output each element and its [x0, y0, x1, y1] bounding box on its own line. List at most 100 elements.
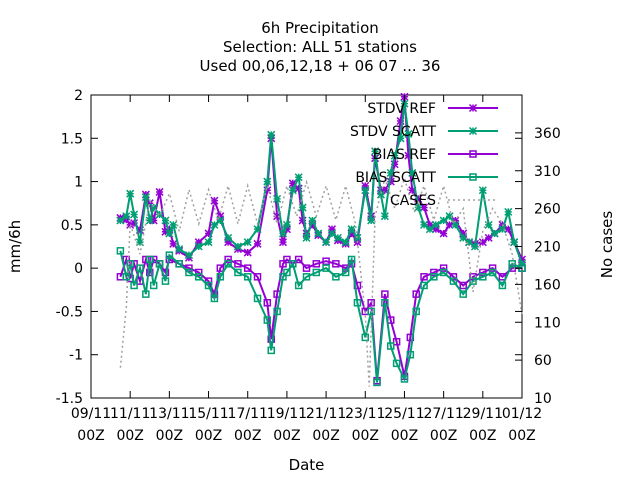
- point-stdv-scatt: [431, 220, 440, 229]
- point-bias-scatt: [430, 273, 438, 281]
- point-bias-ref: [459, 281, 467, 290]
- series-bias-ref: [116, 255, 526, 385]
- point-stdv-scatt: [161, 216, 170, 225]
- point-stdv-scatt: [278, 229, 288, 238]
- point-stdv-scatt: [243, 238, 252, 247]
- point-stdv-scatt: [130, 210, 139, 219]
- y2tick-label: 160: [534, 277, 561, 293]
- point-stdv-scatt: [216, 216, 225, 225]
- point-stdv-scatt: [484, 220, 493, 229]
- point-stdv-ref: [504, 225, 513, 234]
- legend-label-bias-scatt: BIAS SCATT: [355, 170, 436, 186]
- point-stdv-scatt: [425, 225, 434, 234]
- point-stdv-ref: [414, 194, 423, 203]
- point-bias-scatt: [400, 375, 409, 383]
- point-bias-ref: [430, 268, 438, 277]
- point-bias-scatt: [302, 273, 311, 281]
- legend-label-cases: CASES: [390, 193, 436, 209]
- point-bias-scatt: [392, 359, 401, 368]
- point-stdv-scatt: [451, 220, 460, 229]
- point-stdv-scatt: [341, 238, 350, 247]
- point-bias-ref: [279, 260, 287, 268]
- plot-frame: [90, 94, 523, 399]
- point-stdv-ref: [484, 233, 493, 242]
- ytick-label: -0.5: [56, 304, 83, 320]
- point-bias-scatt: [175, 260, 183, 268]
- point-stdv-ref: [327, 225, 336, 234]
- point-stdv-scatt: [420, 220, 429, 229]
- xtick-label: 01/12: [502, 406, 542, 422]
- point-stdv-scatt: [135, 238, 145, 247]
- point-bias-ref: [322, 257, 330, 265]
- point-bias-scatt: [195, 273, 203, 281]
- point-stdv-ref: [216, 212, 225, 221]
- point-stdv-scatt: [465, 238, 474, 247]
- y-axis-label: mm/6h: [6, 220, 24, 273]
- point-bias-ref: [412, 290, 420, 298]
- point-bias-ref: [204, 277, 213, 285]
- point-stdv-ref: [155, 187, 164, 196]
- xtick-label: 17/11: [228, 406, 268, 422]
- point-stdv-ref: [169, 239, 178, 248]
- point-stdv-ref: [445, 220, 454, 229]
- point-stdv-ref: [130, 219, 139, 228]
- xtick-label: 29/11: [463, 406, 503, 422]
- point-stdv-ref: [425, 220, 434, 229]
- point-bias-scatt: [406, 350, 415, 359]
- point-bias-scatt: [136, 264, 144, 272]
- series-line-bias-ref: [119, 255, 522, 381]
- ytick-label: 0.5: [61, 218, 83, 234]
- point-stdv-ref: [298, 216, 307, 225]
- title-line-1: 6h Precipitation: [261, 19, 379, 37]
- point-stdv-ref: [165, 225, 174, 234]
- point-stdv-scatt: [169, 220, 178, 229]
- point-bias-scatt: [216, 273, 225, 281]
- point-stdv-scatt: [408, 168, 417, 177]
- x-axis-label: Date: [289, 456, 325, 474]
- point-bias-ref: [332, 260, 340, 268]
- legend-label-stdv-scatt: STDV SCATT: [350, 124, 436, 140]
- y2tick-label: 10: [534, 391, 552, 407]
- point-stdv-scatt: [233, 242, 242, 251]
- legend-marker-stdv-scatt: [468, 126, 478, 136]
- point-stdv-scatt: [347, 225, 356, 234]
- point-stdv-ref: [263, 186, 272, 195]
- point-stdv-scatt: [390, 151, 399, 160]
- point-bias-scatt: [204, 281, 213, 290]
- ytick-label: 1: [74, 175, 83, 191]
- point-bias-ref: [253, 273, 262, 281]
- point-stdv-ref: [408, 186, 417, 195]
- point-stdv-ref: [517, 255, 527, 264]
- point-stdv-ref: [478, 238, 487, 247]
- point-stdv-scatt: [302, 233, 311, 242]
- point-stdv-ref: [204, 229, 213, 238]
- point-stdv-scatt: [459, 233, 468, 242]
- point-stdv-ref: [149, 216, 158, 225]
- point-stdv-scatt: [184, 251, 193, 260]
- series-cases: [119, 175, 523, 387]
- point-stdv-scatt: [445, 212, 454, 221]
- point-bias-scatt: [210, 294, 219, 303]
- y2tick-label: 360: [534, 126, 561, 142]
- point-stdv-scatt: [267, 130, 276, 139]
- point-stdv-ref: [390, 160, 399, 169]
- point-stdv-ref: [282, 225, 291, 234]
- point-bias-scatt: [116, 247, 125, 255]
- y2tick-label: 60: [534, 353, 552, 369]
- point-bias-ref: [367, 299, 375, 307]
- point-bias-scatt: [498, 281, 507, 290]
- point-bias-ref: [312, 260, 321, 268]
- xtick-label-hour: 00Z: [352, 428, 379, 444]
- xtick-label-hour: 00Z: [195, 428, 222, 444]
- point-stdv-scatt: [404, 129, 413, 138]
- point-bias-scatt: [341, 268, 350, 277]
- point-stdv-scatt: [308, 216, 317, 225]
- series-line-cases: [119, 175, 523, 387]
- xtick-label-hour: 00Z: [273, 428, 300, 444]
- point-stdv-scatt: [327, 229, 336, 238]
- point-bias-scatt: [267, 346, 275, 355]
- point-stdv-ref: [161, 227, 170, 236]
- xtick-label: 15/11: [188, 406, 228, 422]
- point-stdv-ref: [347, 229, 356, 238]
- xtick-label: 19/11: [267, 406, 307, 422]
